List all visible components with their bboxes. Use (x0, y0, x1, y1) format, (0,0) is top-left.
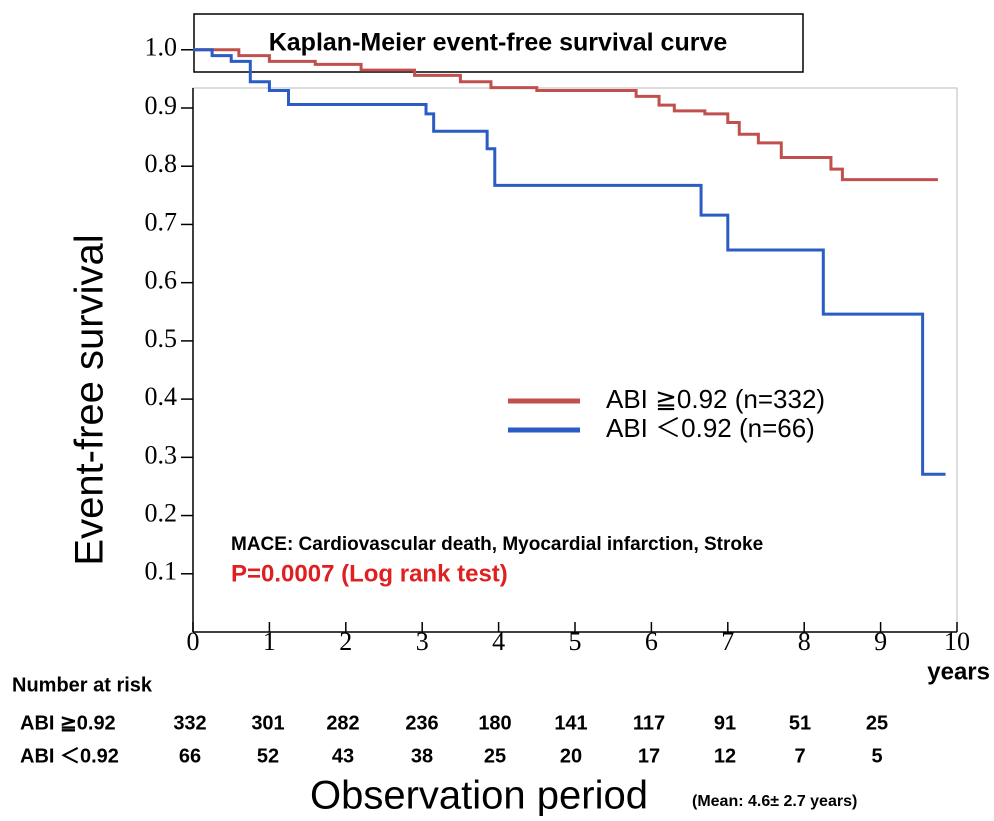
y-tick-label: 0.1 (145, 557, 178, 586)
risk-count: 12 (714, 745, 736, 767)
x-tick-label: 3 (416, 627, 429, 656)
x-unit: years (927, 658, 990, 685)
risk-count: 17 (638, 745, 660, 767)
legend-label: ABI ≧0.92 (n=332) (606, 384, 825, 414)
risk-count: 5 (871, 745, 882, 767)
legend-label: ABI ＜0.92 (n=66) (606, 413, 815, 443)
risk-count: 91 (714, 712, 736, 734)
x-tick-label: 2 (339, 627, 352, 656)
y-axis-label: Event-free survival (68, 234, 112, 565)
risk-count: 332 (173, 712, 206, 734)
risk-count: 301 (251, 712, 284, 734)
x-tick-label: 5 (569, 627, 582, 656)
risk-count: 141 (554, 712, 587, 734)
x-tick-label: 1 (263, 627, 276, 656)
risk-count: 38 (411, 745, 433, 767)
y-tick-label: 0.5 (145, 324, 178, 353)
y-tick-label: 0.7 (145, 207, 178, 236)
x-axis-label: Observation period (310, 774, 648, 816)
y-tick-label: 0.4 (145, 382, 178, 411)
y-tick-label: 0.6 (145, 266, 178, 295)
annotation: MACE: Cardiovascular death, Myocardial i… (231, 534, 763, 555)
risk-table-title: Number at risk (12, 674, 153, 696)
risk-count: 43 (332, 745, 354, 767)
x-tick-label: 8 (798, 627, 811, 656)
y-tick-label: 1.0 (145, 33, 178, 62)
x-tick-label: 9 (874, 627, 887, 656)
x-tick-label: 10 (944, 627, 970, 656)
risk-count: 25 (484, 745, 506, 767)
y-tick-label: 0.2 (145, 499, 178, 528)
y-tick-label: 0.3 (145, 440, 178, 469)
risk-count: 51 (789, 712, 811, 734)
risk-count: 180 (478, 712, 511, 734)
risk-count: 117 (633, 712, 665, 734)
risk-count: 236 (405, 712, 438, 734)
risk-count: 66 (179, 745, 201, 767)
y-tick-label: 0.8 (145, 149, 178, 178)
y-tick-label: 0.9 (145, 91, 178, 120)
survival-curve (193, 48, 946, 476)
risk-count: 7 (794, 745, 805, 767)
risk-count: 52 (257, 745, 279, 767)
risk-row-label: ABI ≧0.92 (20, 712, 116, 734)
risk-count: 282 (326, 712, 359, 734)
annotation: P=0.0007 (Log rank test) (231, 560, 508, 587)
survival-curve (193, 48, 938, 182)
risk-count: 25 (866, 712, 888, 734)
risk-row-label: ABI ＜0.92 (20, 745, 119, 767)
chart-title: Kaplan-Meier event-free survival curve (269, 29, 728, 57)
x-tick-label: 4 (492, 627, 505, 656)
x-tick-label: 0 (187, 627, 200, 656)
x-tick-label: 6 (645, 627, 658, 656)
risk-count: 20 (560, 745, 582, 767)
x-axis-note: (Mean: 4.6± 2.7 years) (692, 793, 857, 810)
x-tick-label: 7 (721, 627, 734, 656)
